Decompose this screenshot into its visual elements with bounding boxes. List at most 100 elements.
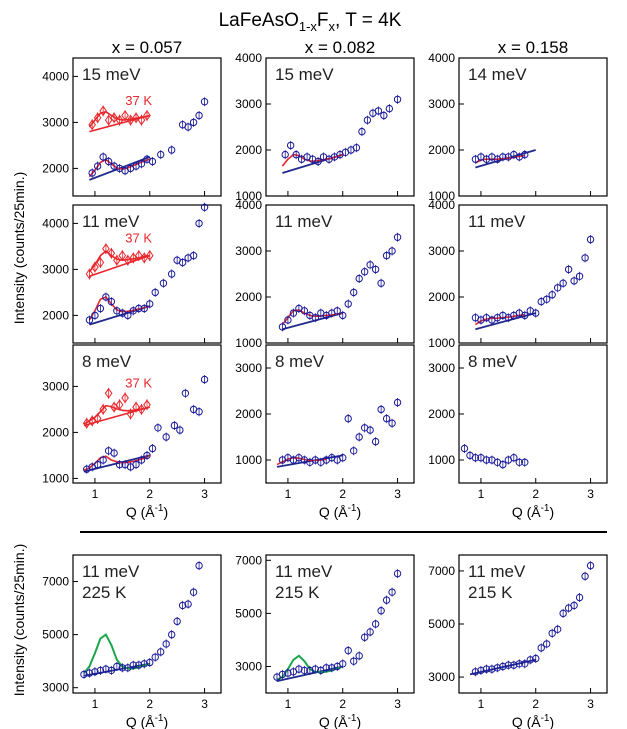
panel-r2c1: 1000 2000 3000 1 2 3 Q (Å-1) 8 meV xyxy=(235,344,415,520)
x-tick-label: 3 xyxy=(587,697,594,711)
series-4-k xyxy=(278,398,402,467)
x-tick-label: 2 xyxy=(146,487,153,501)
panel-r2c0: 1000 2000 3000 1 2 3 Q (Å-1) 8 meV 37 K xyxy=(42,344,222,520)
series-37-k xyxy=(88,105,151,131)
y-tick-label: 7000 xyxy=(428,564,455,578)
y-tick-label: 2000 xyxy=(235,290,262,304)
y-axis-labels: Intensity (counts/25min.) Intensity (cou… xyxy=(11,172,27,697)
series-4-k xyxy=(471,235,595,325)
series-225-k xyxy=(80,561,203,679)
x-tick-label: 3 xyxy=(394,487,401,501)
column-headers: x = 0.057 x = 0.082 x = 0.158 xyxy=(112,38,568,57)
x-tick-label: 3 xyxy=(201,697,208,711)
y-tick-label: 4000 xyxy=(235,198,262,212)
series-4-k xyxy=(88,97,209,178)
energy-label: 8 meV xyxy=(468,352,518,371)
x-tick-label: 2 xyxy=(146,697,153,711)
panel-r2c2: 1000 2000 3000 1 2 3 Q (Å-1) 8 meV xyxy=(428,344,608,520)
y-tick-label: 2000 xyxy=(428,143,455,157)
x-axis-label: Q (Å-1) xyxy=(126,503,168,520)
x-tick-label: 2 xyxy=(339,697,346,711)
panel-frame xyxy=(265,57,415,197)
x-axis-label: Q (Å-1) xyxy=(512,503,554,520)
y-tick-label: 1000 xyxy=(428,453,455,467)
x-axis-label: Q (Å-1) xyxy=(126,713,168,729)
panel-r0c1: 1000 2000 3000 4000 15 meV xyxy=(235,51,415,203)
energy-label: 14 meV xyxy=(468,65,527,84)
x-axis-label: Q (Å-1) xyxy=(319,503,361,520)
x-tick-label: 1 xyxy=(92,487,99,501)
y-tick-label: 4000 xyxy=(42,216,69,230)
series-37-k xyxy=(85,243,154,280)
y-tick-label: 1000 xyxy=(235,453,262,467)
y-tick-label: 1000 xyxy=(428,336,455,350)
panel-r3c2: 3000 5000 7000 1 2 3 Q (Å-1) 11 meV 215 K xyxy=(428,554,608,729)
y-tick-label: 3000 xyxy=(42,262,69,276)
y-tick-label: 4000 xyxy=(428,198,455,212)
y-tick-label: 2000 xyxy=(42,161,69,175)
y-tick-label: 3000 xyxy=(428,361,455,375)
series-4-k xyxy=(471,150,529,164)
title-sub: 1-x xyxy=(299,19,318,34)
panels: 2000 3000 4000 15 meV 37 K 1000 2000 3000 4000 1 5… xyxy=(42,51,608,729)
figure-title: LaFeAsO1-xFx, T = 4K xyxy=(219,10,402,34)
fit-line xyxy=(475,312,536,331)
series-4-k xyxy=(281,94,402,166)
x-tick-label: 3 xyxy=(201,487,208,501)
y-tick-label: 2000 xyxy=(235,143,262,157)
y-tick-label: 1000 xyxy=(235,189,262,203)
y-tick-label: 4000 xyxy=(42,69,69,83)
title-main: LaFeAsO xyxy=(219,10,299,31)
energy-label: 11 meV xyxy=(468,562,526,581)
x-tick-label: 2 xyxy=(339,487,346,501)
y-tick-label: 2000 xyxy=(42,425,69,439)
panel-frame xyxy=(72,57,222,197)
panel-frame xyxy=(265,204,415,344)
temperature-label: 225 K xyxy=(82,583,127,602)
panel-r1c2: 1000 2000 3000 4000 11 meV xyxy=(428,198,608,350)
panel-r1c1: 1000 2000 3000 4000 11 meV xyxy=(235,198,415,350)
temperature-label: 215 K xyxy=(275,583,320,602)
svg-text:LaFeAsO1-xFx, T = 4K: LaFeAsO1-xFx, T = 4K xyxy=(219,10,402,34)
x-tick-label: 3 xyxy=(394,697,401,711)
panel-frame xyxy=(265,554,415,694)
title-tail: , T = 4K xyxy=(335,10,402,31)
panel-r3c1: 3000 5000 7000 1 2 3 Q (Å-1) 11 meV 215 K xyxy=(235,553,415,729)
y-tick-label: 3000 xyxy=(42,115,69,129)
panel-r0c2: 1000 2000 3000 4000 14 meV xyxy=(428,51,608,203)
y-axis-label-top: Intensity (counts/25min.) xyxy=(11,172,27,325)
annotation-37k: 37 K xyxy=(125,231,152,246)
x-tick-label: 3 xyxy=(587,487,594,501)
y-tick-label: 2000 xyxy=(428,290,455,304)
y-tick-label: 1000 xyxy=(428,189,455,203)
series-215-k xyxy=(273,569,402,682)
y-tick-label: 3000 xyxy=(428,97,455,111)
energy-label: 8 meV xyxy=(82,352,132,371)
panel-frame xyxy=(72,554,222,694)
y-tick-label: 3000 xyxy=(235,659,262,673)
x-tick-label: 2 xyxy=(532,697,539,711)
fit-curves xyxy=(83,404,151,473)
y-tick-label: 2000 xyxy=(235,407,262,421)
y-tick-label: 4000 xyxy=(235,51,262,65)
series-4-k xyxy=(460,444,529,470)
annotation-37k: 37 K xyxy=(125,93,152,108)
y-tick-label: 5000 xyxy=(42,628,69,642)
energy-label: 11 meV xyxy=(275,562,333,581)
y-tick-label: 3000 xyxy=(42,379,69,393)
column-header-3: x = 0.158 xyxy=(498,38,568,57)
column-header-1: x = 0.057 xyxy=(112,38,182,57)
energy-label: 15 meV xyxy=(275,65,334,84)
energy-label: 11 meV xyxy=(275,212,333,231)
y-tick-label: 2000 xyxy=(428,407,455,421)
energy-label: 11 meV xyxy=(468,212,526,231)
y-tick-label: 5000 xyxy=(235,606,262,620)
y-tick-label: 3000 xyxy=(235,97,262,111)
y-tick-label: 1000 xyxy=(42,471,69,485)
y-tick-label: 4000 xyxy=(428,51,455,65)
x-axis-label: Q (Å-1) xyxy=(512,713,554,729)
y-tick-label: 3000 xyxy=(428,244,455,258)
energy-label: 8 meV xyxy=(275,352,325,371)
title-mid: F xyxy=(317,10,329,31)
